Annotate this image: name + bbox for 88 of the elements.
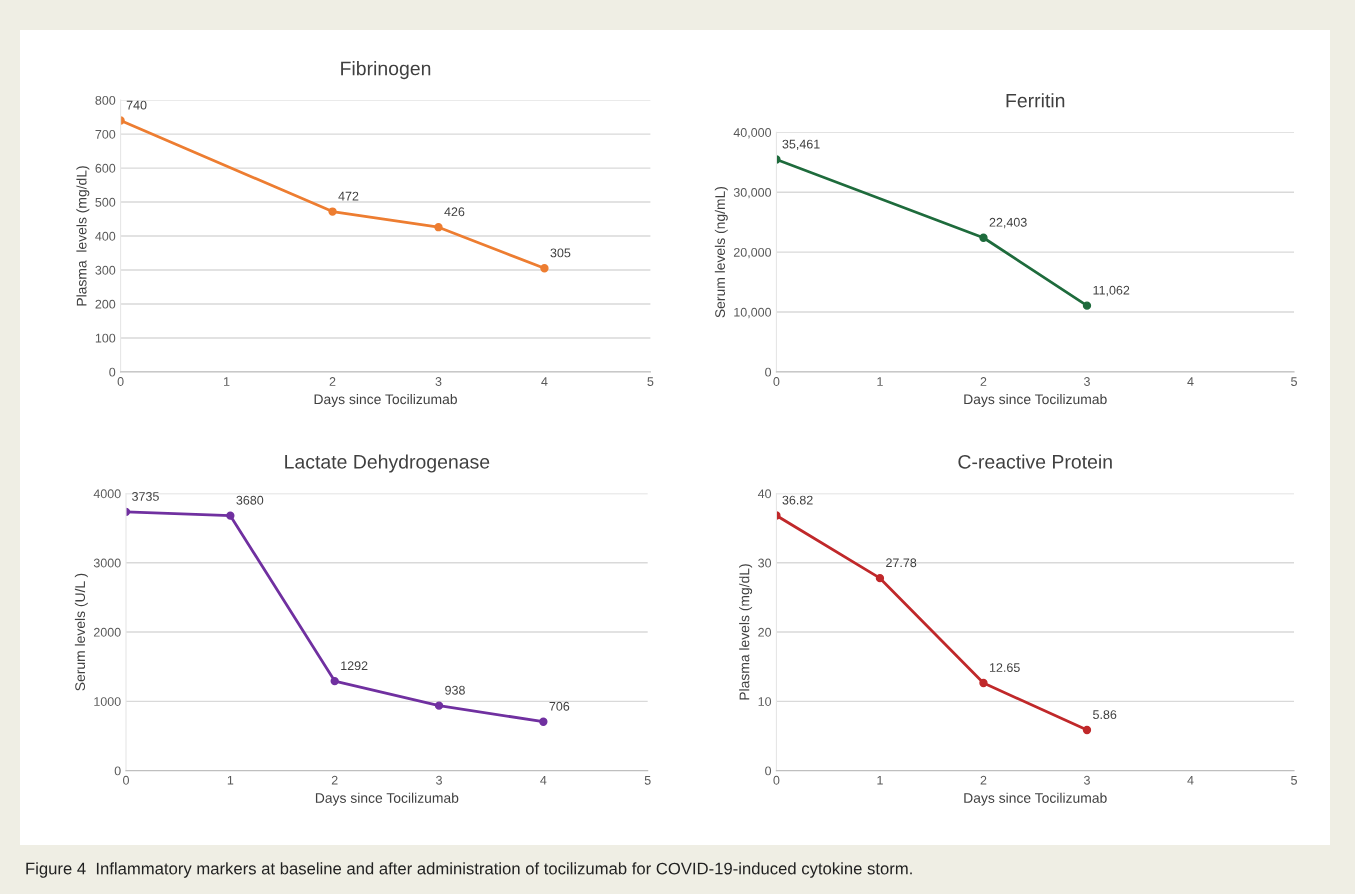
y-tick-label: 40,000 [733, 128, 772, 139]
data-label: 740 [126, 100, 147, 110]
data-label: 36.82 [782, 495, 813, 505]
x-axis-title: Days since Tocilizumab [314, 393, 457, 407]
x-tick-label: 5 [1291, 775, 1297, 785]
y-tick-label: 10 [758, 697, 772, 706]
point [875, 573, 885, 583]
data-label: 706 [549, 701, 570, 711]
data-label: 5.86 [1093, 710, 1117, 720]
y-tick-label: 200 [95, 299, 116, 309]
data-label: 1292 [341, 661, 368, 671]
y-axis-title: Plasma levels (mg/dL) [76, 166, 90, 306]
x-tick-label: 0 [773, 377, 780, 386]
x-tick-label: 5 [647, 377, 654, 386]
x-tick-label: 2 [329, 377, 336, 386]
y-tick-label: 20,000 [733, 247, 772, 259]
x-tick-label: 1 [877, 775, 883, 785]
x-axis-title: Days since Tocilizumab [964, 792, 1107, 806]
y-tick-label: 100 [95, 333, 116, 343]
y-tick-label: 0 [765, 766, 772, 776]
y-tick-label: 0 [109, 367, 116, 377]
y-axis-title: Plasma levels (mg/dL) [739, 564, 753, 700]
point [330, 676, 339, 686]
point [979, 678, 988, 688]
y-tick-label: 10,000 [734, 307, 772, 319]
data-label: 11,062 [1093, 285, 1130, 297]
x-tick-label: 1 [224, 377, 230, 386]
y-tick-label: 0 [114, 766, 121, 776]
x-tick-label: 3 [1083, 377, 1090, 386]
y-axis-title: Serum levels (U/L ) [74, 573, 88, 691]
y-tick-label: 3000 [93, 558, 121, 568]
y-tick-label: 500 [95, 197, 116, 207]
data-label: 472 [338, 191, 359, 201]
point [1082, 301, 1092, 310]
y-tick-label: 300 [95, 265, 116, 275]
x-tick-label: 5 [1291, 377, 1297, 386]
point [328, 207, 337, 216]
y-tick-label: 800 [95, 95, 116, 105]
x-axis-title: Days since Tocilizumab [315, 792, 459, 806]
x-tick-label: 4 [540, 775, 547, 785]
y-tick-label: 600 [95, 163, 116, 173]
data-label: 35,461 [782, 139, 820, 150]
y-tick-label: 4000 [93, 489, 121, 499]
chart-title: C-reactive Protein [958, 454, 1112, 469]
y-tick-label: 0 [765, 367, 772, 377]
x-tick-label: 2 [331, 775, 338, 785]
x-tick-label: 3 [436, 775, 442, 785]
caption: Figure 4 Inflammatory markers at baseline and after administration of tocilizumab for COVID-19-induced cytokine storm. [26, 862, 912, 878]
y-tick-label: 30 [758, 558, 772, 568]
x-tick-label: 5 [644, 775, 651, 785]
x-tick-label: 0 [773, 775, 780, 785]
x-tick-label: 4 [1187, 775, 1194, 785]
chart-title: Fibrinogen [341, 61, 431, 80]
y-tick-label: 400 [95, 231, 116, 241]
x-tick-label: 3 [1083, 775, 1090, 785]
y-tick-label: 2000 [93, 627, 121, 637]
x-tick-label: 0 [123, 775, 129, 785]
x-tick-label: 4 [1187, 377, 1194, 386]
point [979, 233, 988, 242]
point [434, 223, 443, 232]
x-tick-label: 2 [980, 775, 987, 785]
data-label: 426 [444, 207, 465, 217]
x-axis-title: Days since Tocilizumab [964, 393, 1107, 407]
point [434, 701, 444, 710]
data-label: 3680 [236, 495, 264, 505]
x-tick-label: 4 [541, 377, 548, 386]
y-tick-label: 1000 [94, 697, 121, 706]
x-tick-label: 3 [435, 377, 442, 386]
data-label: 938 [445, 685, 465, 695]
data-label: 22,403 [989, 217, 1027, 229]
x-tick-label: 1 [227, 775, 234, 785]
point [226, 511, 235, 520]
point [540, 264, 549, 273]
x-tick-label: 2 [980, 377, 987, 386]
y-tick-label: 30,000 [733, 188, 772, 199]
point [539, 717, 548, 726]
y-tick-label: 20 [758, 627, 772, 637]
data-label: 12.65 [989, 663, 1020, 672]
y-tick-label: 40 [757, 489, 772, 499]
chart-title: Lactate Dehydrogenase [285, 454, 490, 473]
y-tick-label: 700 [95, 129, 116, 139]
x-tick-label: 1 [877, 377, 883, 386]
point [1082, 725, 1092, 735]
y-axis-title: Serum levels (ng/mL) [714, 186, 728, 318]
data-label: 3735 [132, 492, 159, 501]
data-label: 305 [550, 248, 571, 258]
data-label: 27.78 [886, 558, 917, 568]
chart-title: Ferritin [1006, 93, 1065, 108]
